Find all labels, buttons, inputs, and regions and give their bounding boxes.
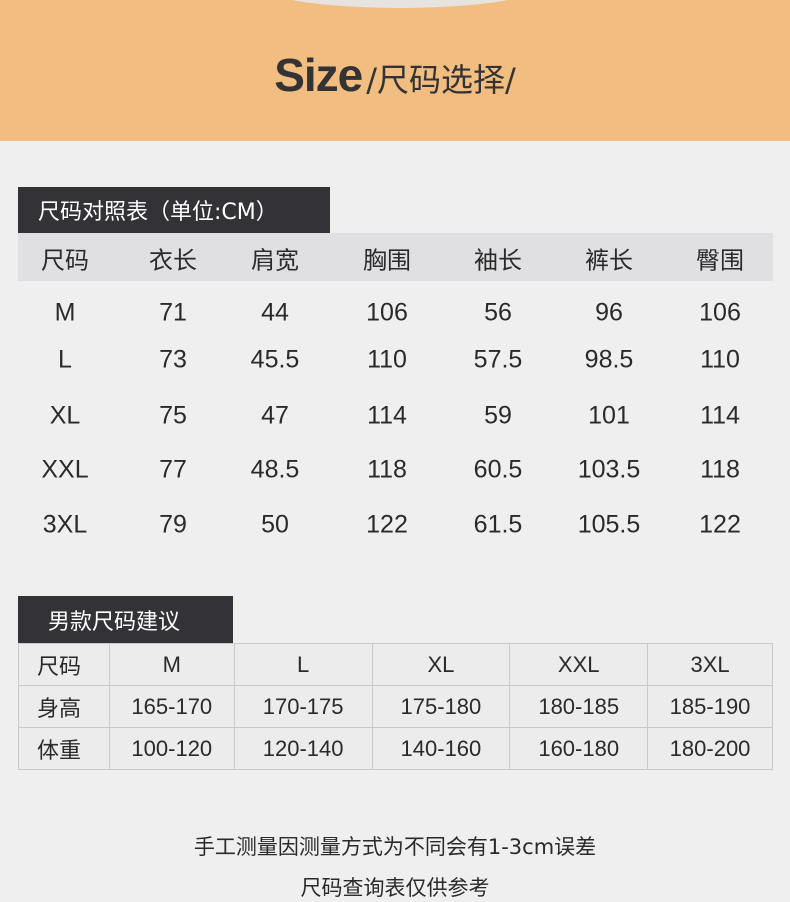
table-cell: 122 xyxy=(699,510,741,539)
column-header: 裤长 xyxy=(585,246,633,275)
table-cell: 114 xyxy=(700,401,740,430)
table-cell: XL xyxy=(49,401,81,430)
column-header: 臀围 xyxy=(696,246,744,275)
table-row: 身高 165-170 170-175 175-180 180-185 185-190 xyxy=(18,685,773,728)
table-cell: XXL xyxy=(509,643,649,686)
table-cell: 165-170 xyxy=(108,685,235,728)
table-cell: 118 xyxy=(367,455,407,484)
table-cell: 120-140 xyxy=(233,727,373,770)
note-reference: 尺码查询表仅供参考 xyxy=(300,876,490,900)
table-cell: 105.5 xyxy=(577,510,641,539)
table-cell: 77 xyxy=(159,455,187,484)
table-cell: 180-185 xyxy=(509,685,649,728)
table-cell: 尺码 xyxy=(18,643,110,686)
size-chart-title: 尺码对照表（单位:CM） xyxy=(18,187,330,233)
table-cell: 71 xyxy=(159,298,187,327)
table-cell: M xyxy=(54,298,76,327)
table-cell: 3XL xyxy=(42,510,88,539)
table-cell: 48.5 xyxy=(250,455,300,484)
header-band xyxy=(0,0,790,141)
table-cell: 44 xyxy=(261,298,289,327)
table-cell: 185-190 xyxy=(647,685,773,728)
table-cell: L xyxy=(233,643,373,686)
table-cell: XL xyxy=(371,643,511,686)
column-header: 衣长 xyxy=(149,246,197,275)
table-cell: 110 xyxy=(700,345,740,374)
table-cell: 60.5 xyxy=(473,455,523,484)
table-cell: 身高 xyxy=(18,685,110,728)
table-cell: 体重 xyxy=(18,727,110,770)
table-cell: 56 xyxy=(484,298,512,327)
table-cell: 122 xyxy=(366,510,408,539)
table-cell: M xyxy=(108,643,235,686)
table-cell: 100-120 xyxy=(108,727,235,770)
recommend-title: 男款尺码建议 xyxy=(18,596,233,643)
table-cell: XXL xyxy=(41,455,89,484)
size-chart-header-row xyxy=(18,233,773,281)
table-cell: 103.5 xyxy=(577,455,641,484)
table-cell: L xyxy=(58,345,72,374)
table-cell: 57.5 xyxy=(473,345,523,374)
table-cell: 180-200 xyxy=(647,727,773,770)
table-cell: 114 xyxy=(367,401,407,430)
note-error: 手工测量因测量方式为不同会有1-3cm误差 xyxy=(193,835,597,859)
page-title: Size/尺码选择/ xyxy=(0,48,790,102)
table-cell: 61.5 xyxy=(473,510,523,539)
recommend-table: 尺码 M L XL XXL 3XL 身高 165-170 170-175 175-180 180-1… xyxy=(18,643,773,770)
table-cell: 59 xyxy=(484,401,512,430)
table-cell: 47 xyxy=(261,401,289,430)
table-cell: 3XL xyxy=(647,643,773,686)
table-row: 体重 100-120 120-140 140-160 160-180 180-200 xyxy=(18,727,773,770)
table-cell: 101 xyxy=(588,401,630,430)
table-row: 尺码 M L XL XXL 3XL xyxy=(18,643,773,686)
table-cell: 50 xyxy=(261,510,289,539)
table-cell: 79 xyxy=(159,510,187,539)
title-cn: /尺码选择/ xyxy=(366,61,516,99)
table-cell: 106 xyxy=(699,298,741,327)
column-header: 肩宽 xyxy=(251,246,299,275)
decorative-arc xyxy=(255,0,545,8)
column-header: 尺码 xyxy=(41,246,89,275)
table-cell: 170-175 xyxy=(233,685,373,728)
table-cell: 75 xyxy=(159,401,187,430)
table-cell: 106 xyxy=(366,298,408,327)
column-header: 袖长 xyxy=(474,246,522,275)
table-cell: 110 xyxy=(367,345,407,374)
table-cell: 175-180 xyxy=(371,685,511,728)
table-cell: 140-160 xyxy=(371,727,511,770)
table-cell: 45.5 xyxy=(250,345,300,374)
table-cell: 118 xyxy=(700,455,740,484)
table-cell: 73 xyxy=(159,345,187,374)
table-cell: 96 xyxy=(595,298,623,327)
column-header: 胸围 xyxy=(363,246,411,275)
table-cell: 160-180 xyxy=(509,727,649,770)
table-cell: 98.5 xyxy=(584,345,634,374)
title-en: Size xyxy=(274,49,363,101)
